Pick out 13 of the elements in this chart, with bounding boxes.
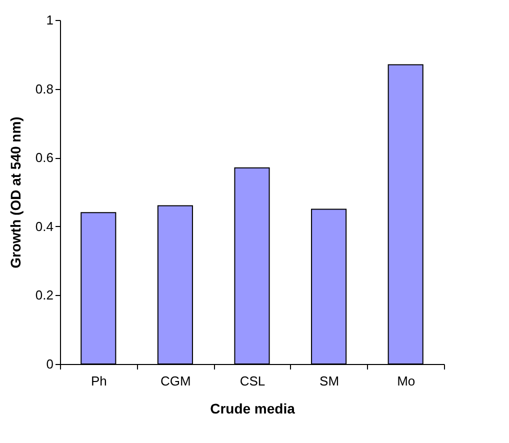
x-tick-label: CGM (160, 374, 191, 388)
x-tick-label: Ph (90, 374, 107, 388)
y-axis-title: Growth (OD at 540 nm) (7, 116, 24, 268)
x-axis-title: Crude media (210, 400, 296, 416)
y-tick-label: 0 (46, 356, 54, 372)
y-tick-label: 0.6 (35, 150, 54, 166)
y-tick-label: 0.4 (35, 218, 54, 234)
x-tick-label: SM (320, 374, 340, 388)
y-tick-label: 0.2 (35, 288, 54, 303)
x-tick-label: Mo (397, 374, 416, 388)
x-tick-label: CSL (240, 374, 266, 388)
y-tick-label: 1 (46, 12, 54, 28)
y-tick-label: 0.8 (35, 81, 54, 96)
